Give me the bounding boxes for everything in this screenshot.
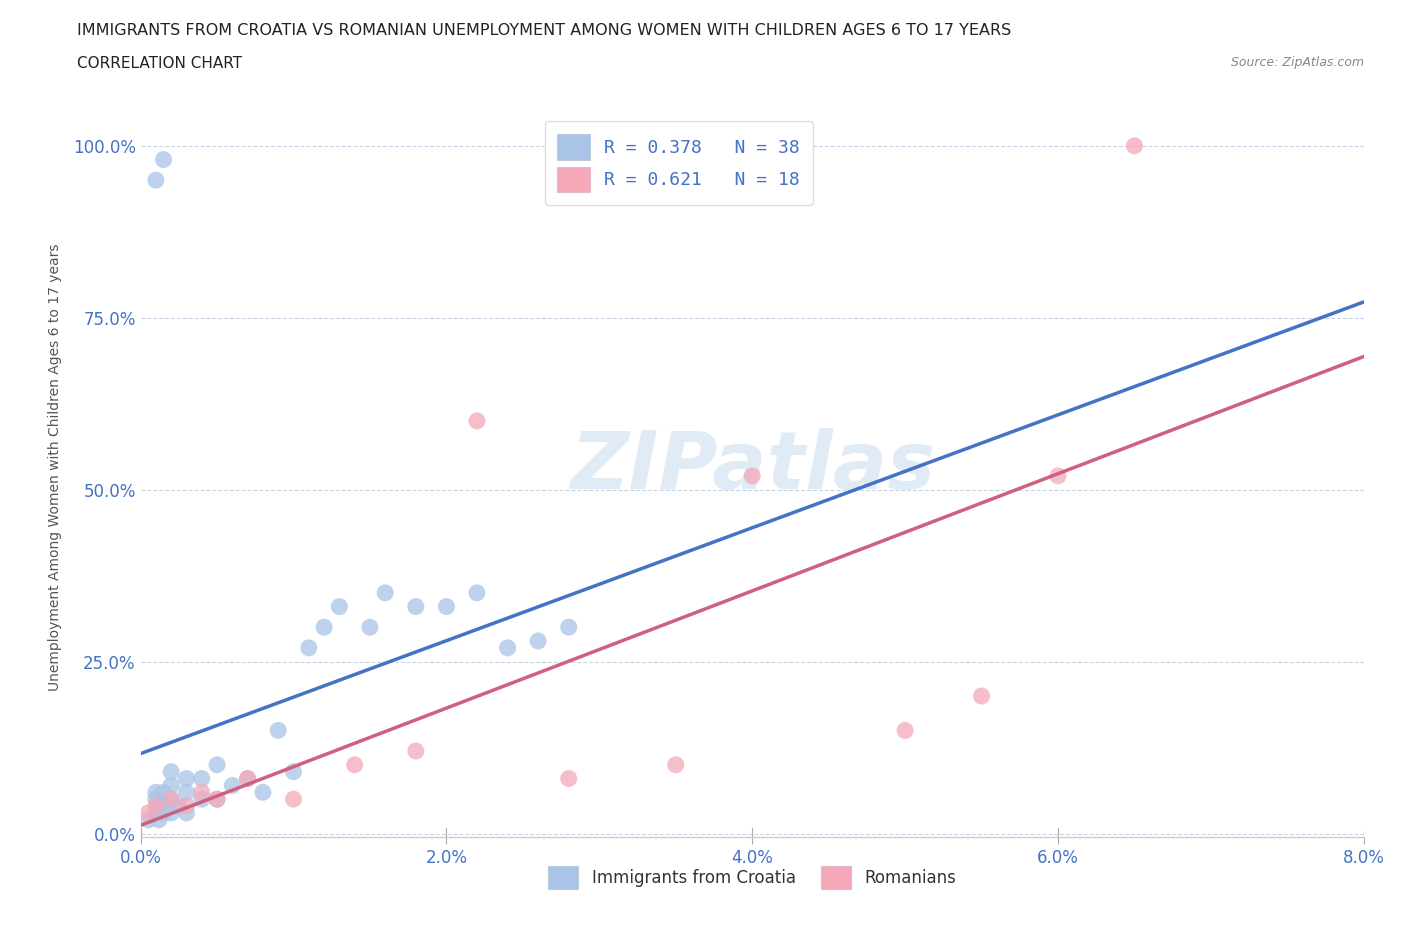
Point xyxy=(557,619,581,634)
Point xyxy=(191,771,214,786)
Point xyxy=(205,757,228,772)
Point xyxy=(205,791,228,806)
Point xyxy=(741,469,763,484)
Point xyxy=(145,805,167,820)
Point xyxy=(496,641,519,656)
Point xyxy=(252,785,274,800)
Point xyxy=(359,619,381,634)
Point xyxy=(312,619,335,634)
Point xyxy=(176,799,198,814)
Point xyxy=(136,813,159,828)
Point xyxy=(1123,139,1146,153)
Point xyxy=(894,723,917,737)
Point xyxy=(374,585,396,600)
Point xyxy=(405,599,427,614)
Point xyxy=(160,791,183,806)
Point xyxy=(152,785,174,800)
Point xyxy=(145,799,167,814)
Point xyxy=(665,757,688,772)
Point xyxy=(405,744,427,759)
Text: IMMIGRANTS FROM CROATIA VS ROMANIAN UNEMPLOYMENT AMONG WOMEN WITH CHILDREN AGES : IMMIGRANTS FROM CROATIA VS ROMANIAN UNEM… xyxy=(77,23,1011,38)
Point xyxy=(436,599,458,614)
Point xyxy=(136,805,159,820)
Point xyxy=(970,688,993,703)
Point xyxy=(152,153,174,167)
Point xyxy=(298,641,321,656)
Text: Source: ZipAtlas.com: Source: ZipAtlas.com xyxy=(1230,56,1364,69)
Point xyxy=(557,771,581,786)
Point xyxy=(176,771,198,786)
Point xyxy=(343,757,366,772)
Point xyxy=(152,805,174,820)
Point xyxy=(1046,469,1069,484)
Point xyxy=(160,778,183,793)
Point xyxy=(148,813,170,828)
Point xyxy=(145,173,167,188)
Point xyxy=(267,723,290,737)
Point xyxy=(145,785,167,800)
Point xyxy=(176,785,198,800)
Point xyxy=(205,791,228,806)
Text: ZIPatlas: ZIPatlas xyxy=(569,429,935,506)
Point xyxy=(328,599,350,614)
Y-axis label: Unemployment Among Women with Children Ages 6 to 17 years: Unemployment Among Women with Children A… xyxy=(48,244,62,691)
Point xyxy=(465,414,488,429)
Point xyxy=(160,805,183,820)
Point xyxy=(283,764,305,779)
Point xyxy=(191,785,214,800)
Point xyxy=(167,799,190,814)
Point xyxy=(148,799,170,814)
Point xyxy=(236,771,259,786)
Point xyxy=(191,791,214,806)
Point xyxy=(160,791,183,806)
Legend: Immigrants from Croatia, Romanians: Immigrants from Croatia, Romanians xyxy=(536,853,969,903)
Point xyxy=(221,778,243,793)
Point xyxy=(176,805,198,820)
Point xyxy=(465,585,488,600)
Point xyxy=(283,791,305,806)
Point xyxy=(527,633,550,648)
Point xyxy=(236,771,259,786)
Text: CORRELATION CHART: CORRELATION CHART xyxy=(77,56,242,71)
Point xyxy=(160,764,183,779)
Point xyxy=(145,791,167,806)
